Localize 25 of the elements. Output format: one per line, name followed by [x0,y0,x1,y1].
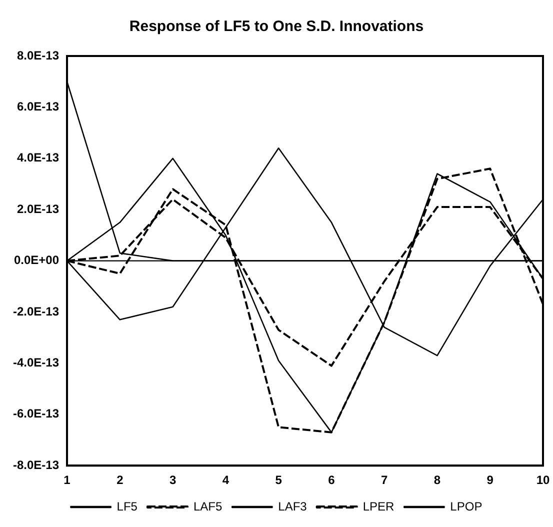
x-tick-label: 6 [328,473,336,488]
y-tick-label: 2.0E-13 [16,202,60,216]
chart-title: Response of LF5 to One S.D. Innovations [129,18,424,36]
legend-label: LF5 [116,499,138,514]
legend-label: LPER [362,499,395,514]
x-tick-label: 10 [536,473,550,488]
y-tick-label: 0.0E+00 [14,253,60,268]
x-tick-label: 1 [64,473,71,488]
y-tick-label: -8.0E-13 [12,458,60,472]
x-tick-label: 2 [116,473,124,488]
legend-label: LAF3 [278,499,308,514]
legend-label: LAF5 [193,499,222,514]
x-tick-label: 9 [486,473,494,488]
x-tick-label: 8 [434,473,441,488]
x-tick-label: 3 [169,473,176,488]
y-tick-label: -4.0E-13 [12,356,60,370]
y-tick-label: -6.0E-13 [12,406,60,421]
x-tick-label: 4 [222,473,230,488]
x-tick-label: 7 [381,473,388,488]
legend-label: LPOP [450,499,482,514]
x-tick-label: 5 [275,473,282,488]
y-tick-label: 8.0E-13 [16,48,60,62]
y-tick-label: 6.0E-13 [16,100,60,114]
y-tick-label: 4.0E-13 [16,150,60,165]
y-tick-label: -2.0E-13 [12,304,60,318]
